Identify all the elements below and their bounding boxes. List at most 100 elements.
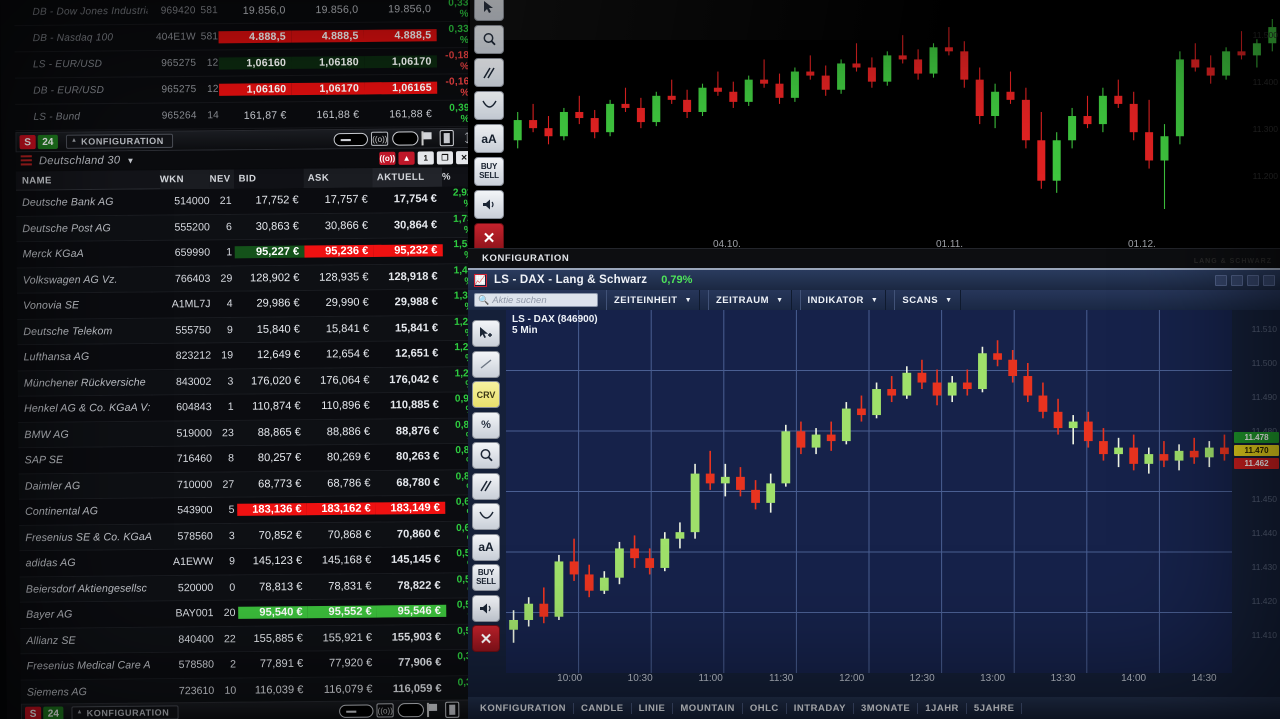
restore-window-icon[interactable]: ❐	[436, 150, 454, 164]
lower-chart-title-bar: 📈 LS - DAX - Lang & Schwarz 0,79%	[468, 270, 1280, 290]
cell-name: Fresenius SE & Co. KGaA	[25, 530, 153, 544]
chevron-down-icon[interactable]: ▼	[126, 155, 135, 165]
footer-item-3monate[interactable]: 3MONATE	[854, 702, 919, 714]
cell-ask: 155,921 €	[322, 631, 373, 645]
window-button-2[interactable]	[1231, 274, 1243, 286]
cell-name: Münchener Rückversiche	[23, 376, 146, 390]
footer-item-mountain[interactable]: MOUNTAIN	[673, 702, 743, 714]
column-header-name[interactable]: NAME	[21, 174, 52, 187]
minimize-pill-button[interactable]	[333, 132, 369, 146]
cell-bid: 29,986 €	[256, 297, 300, 310]
curve-icon[interactable]	[472, 503, 500, 530]
cell-ask: 116,079 €	[323, 683, 373, 696]
lower-chart-toolbar: 🔍 Aktie suchen ZEITEINHEIT ▼ ZEITRAUM ▼ INDI…	[468, 290, 1280, 310]
window-button-1[interactable]	[1215, 274, 1227, 286]
quote-name: DB - Dow Jones Industria	[32, 5, 148, 18]
price-tick: 11.490	[1251, 392, 1277, 402]
text-aA-icon[interactable]: aA	[474, 124, 504, 153]
buy-sell-icon[interactable]: BUY SELL	[472, 564, 500, 591]
buy-sell-icon[interactable]: BUY SELL	[474, 157, 504, 186]
menu-hamburger-icon[interactable]	[20, 155, 32, 167]
cell-wkn: 555750	[175, 323, 211, 337]
speaker-icon[interactable]	[472, 594, 500, 622]
cell-aktuell: 80,263 €	[396, 450, 440, 464]
oval-toggle-button[interactable]	[392, 131, 419, 146]
cell-ask: 95,552 €	[307, 605, 377, 619]
crv-icon[interactable]: CRV	[472, 381, 500, 408]
footer-item-linie[interactable]: LINIE	[632, 702, 674, 714]
watchlist-name: Deutschland 30	[38, 154, 121, 168]
lower-chart-canvas[interactable]	[506, 310, 1232, 673]
dropdown-label: SCANS	[902, 294, 939, 306]
column-header-ask[interactable]: ASK	[303, 167, 373, 188]
quote-bid: 161,87 €	[243, 108, 287, 122]
konfiguration-button-top[interactable]: KONFIGURATION	[65, 133, 173, 149]
alert-bell-icon[interactable]: ▲	[398, 151, 415, 165]
line-icon[interactable]	[472, 350, 500, 378]
oval-toggle-button-bottom[interactable]	[397, 702, 425, 718]
window-button-3[interactable]	[1247, 274, 1259, 286]
parallel-lines-icon[interactable]	[472, 472, 500, 500]
dropdown-indikator[interactable]: INDIKATOR ▼	[799, 290, 887, 310]
cell-nev: 21	[219, 194, 232, 208]
column-header-nev[interactable]: NEV	[209, 168, 235, 189]
upper-chart-canvas[interactable]	[510, 0, 1280, 228]
stock-search-input[interactable]: 🔍 Aktie suchen	[474, 293, 598, 307]
lower-chart-x-axis: 10:00 10:30 11:00 11:30 12:00 12:30 13:00 13:30…	[506, 673, 1232, 693]
percent-icon[interactable]: %	[472, 411, 500, 439]
konfiguration-button-bottom[interactable]: KONFIGURATION	[71, 705, 179, 719]
window-button-4[interactable]	[1263, 274, 1275, 286]
dropdown-zeitraum[interactable]: ZEITRAUM ▼	[708, 290, 792, 310]
cell-aktuell: 30,864 €	[393, 218, 438, 232]
price-tick: 11.440	[1251, 528, 1277, 538]
column-header-bid[interactable]: BID	[234, 168, 304, 189]
flag-icon-bottom[interactable]	[425, 703, 439, 717]
footer-item-ohlc[interactable]: OHLC	[743, 702, 787, 714]
quote-nev: 581	[200, 4, 219, 17]
mobile-icon-bottom[interactable]	[445, 701, 460, 718]
footer-item-intraday[interactable]: INTRADAY	[787, 702, 855, 714]
cell-aktuell: 88,876 €	[395, 424, 440, 438]
close-x-icon[interactable]: ✕	[474, 223, 504, 252]
parallel-lines-icon[interactable]	[474, 58, 504, 87]
curve-icon[interactable]	[474, 91, 504, 120]
cursor-plus-icon[interactable]	[472, 320, 500, 347]
speaker-icon[interactable]	[474, 190, 504, 219]
cursor-icon[interactable]	[474, 0, 504, 21]
footer-item-1jahr[interactable]: 1JAHR	[918, 702, 967, 714]
magnifier-icon[interactable]	[474, 25, 504, 54]
x-tick: 14:30	[1191, 673, 1217, 684]
lang-schwarz-watermark: LANG & SCHWARZ	[1193, 258, 1272, 265]
mobile-icon[interactable]	[439, 129, 455, 147]
quote-prices: 1,06160 1,06180 1,06170	[218, 54, 437, 70]
minimize-pill-button-bottom[interactable]	[339, 703, 374, 718]
lower-chart-price-axis: 11.51011.50011.49011.48011.46011.45011.4…	[1232, 310, 1280, 671]
quote-ask: 1,06180	[291, 55, 364, 69]
dropdown-zeiteinheit[interactable]: ZEITEINHEIT ▼	[606, 290, 700, 310]
footer-item-5jahre[interactable]: 5JAHRE	[967, 702, 1023, 714]
footer-item-candle[interactable]: CANDLE	[574, 702, 632, 714]
column-header-wkn[interactable]: WKN	[159, 169, 210, 189]
x-tick: 04.10.	[713, 239, 741, 250]
close-x-icon[interactable]: ✕	[472, 625, 500, 652]
instrument-name: LS - DAX (846900)	[512, 314, 598, 325]
upper-konfiguration-label[interactable]: KONFIGURATION	[482, 253, 570, 264]
column-header-aktuell[interactable]: AKTUELL	[372, 166, 443, 187]
text-aA-icon[interactable]: aA	[472, 533, 500, 561]
cell-wkn: A1EWW	[172, 555, 214, 569]
broadcast-icon[interactable]: ((o))	[371, 131, 389, 146]
broadcast-toggle-icon[interactable]: ((o))	[379, 151, 396, 165]
footer-item-konfiguration[interactable]: KONFIGURATION	[468, 702, 575, 714]
dropdown-scans[interactable]: SCANS ▼	[894, 290, 961, 310]
quote-aktuell: 161,88 €	[389, 107, 433, 120]
broadcast-icon-bottom[interactable]: ((o))	[376, 703, 394, 718]
magnifier-icon[interactable]	[472, 442, 500, 469]
quote-row[interactable]: LS - Bund 965264 14 161,87 € 161,88 € 161,88 …	[15, 100, 476, 132]
table-body: Deutsche Bank AG 514000 21 17,752 €17,757 €…	[15, 186, 482, 706]
flag-icon[interactable]	[420, 131, 434, 145]
cell-ask: 145,168 €	[321, 554, 372, 567]
page-one-button[interactable]: 1	[417, 150, 434, 165]
dropdown-label: INDIKATOR	[807, 294, 864, 306]
cell-wkn: BAY001	[175, 607, 214, 620]
cell-wkn: 520000	[177, 581, 214, 594]
